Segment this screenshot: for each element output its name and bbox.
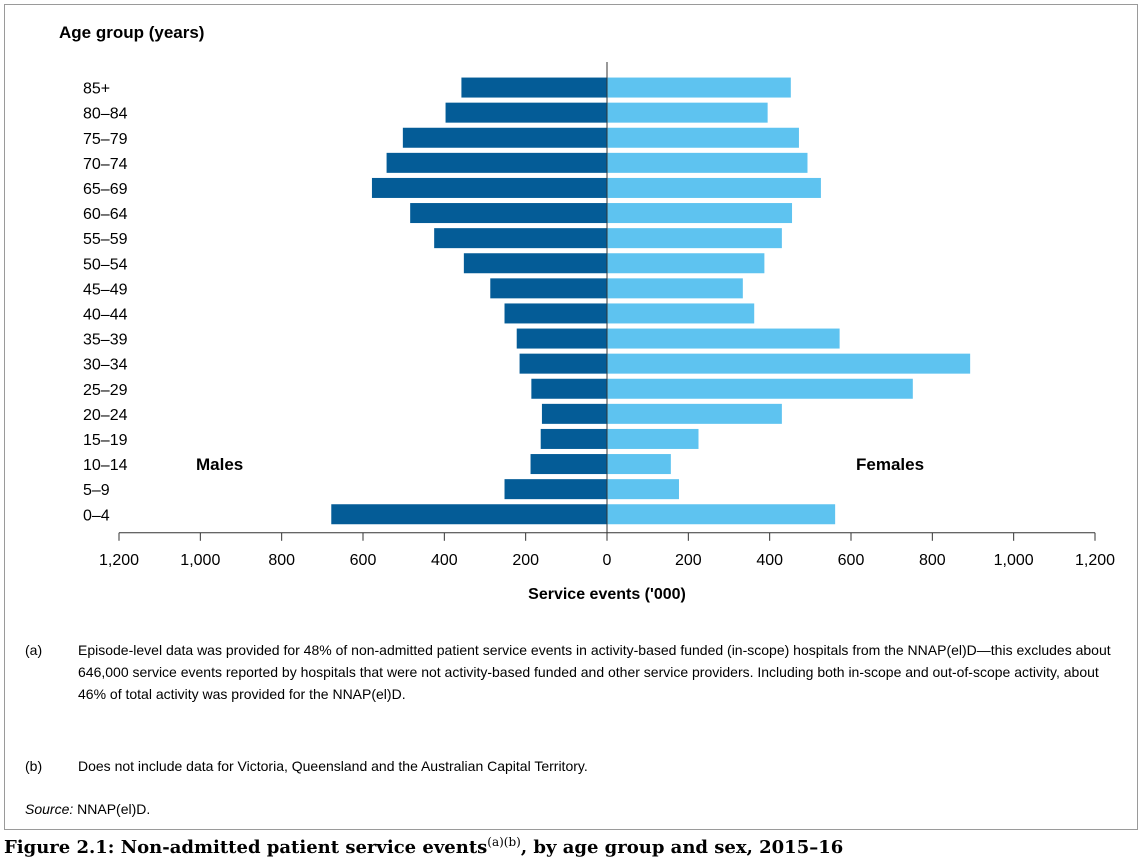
y-tick-label: 50–54: [83, 256, 128, 273]
source-text: NNAP(el)D.: [73, 801, 151, 817]
x-tick-label: 1,200: [99, 552, 139, 569]
bar-males-13: [541, 403, 607, 424]
y-tick-label: 5–9: [83, 482, 110, 499]
bar-females-15: [607, 454, 671, 475]
x-tick-label: 0: [603, 552, 612, 569]
x-tick-label: 800: [268, 552, 295, 569]
bar-females-17: [607, 504, 836, 525]
bar-males-10: [516, 328, 607, 349]
footnote-a: (a) Episode-level data was provided for …: [25, 639, 1120, 705]
bar-males-8: [490, 278, 607, 299]
x-tick-label: 400: [431, 552, 458, 569]
bar-males-17: [331, 504, 607, 525]
bar-females-7: [607, 253, 765, 274]
x-tick-label: 1,000: [180, 552, 220, 569]
y-axis-title: Age group (years): [59, 23, 205, 42]
y-tick-label: 30–34: [83, 357, 128, 374]
figure-caption: Figure 2.1: Non-admitted patient service…: [4, 835, 843, 858]
legend-males: Males: [196, 455, 243, 474]
y-tick-label: 70–74: [83, 156, 128, 173]
x-axis-title: Service events ('000): [528, 586, 686, 603]
bar-males-11: [519, 353, 607, 374]
y-tick-label: 55–59: [83, 231, 128, 248]
y-tick-label: 20–24: [83, 407, 128, 424]
bar-females-14: [607, 428, 699, 449]
y-tick-label: 40–44: [83, 306, 128, 323]
y-tick-label: 10–14: [83, 457, 128, 474]
bar-females-1: [607, 102, 768, 123]
bar-females-11: [607, 353, 971, 374]
bar-females-0: [607, 77, 791, 98]
bar-females-6: [607, 228, 782, 249]
bar-females-8: [607, 278, 743, 299]
source-label: Source:: [25, 801, 74, 817]
caption-footnote-refs: (a)(b): [487, 835, 521, 849]
population-pyramid-chart: 85+ 80–84 75–79 70–74 65–69 60–64 55–59 50–54 45…: [83, 62, 1115, 603]
x-tick-label: 800: [919, 552, 946, 569]
y-tick-label: 25–29: [83, 382, 128, 399]
y-tick-label: 80–84: [83, 106, 128, 123]
footnote-text: Does not include data for Victoria, Quee…: [78, 758, 588, 774]
x-tick-label: 400: [756, 552, 783, 569]
source-note: Source: NNAP(el)D.: [25, 801, 150, 817]
bar-males-0: [461, 77, 607, 98]
bar-males-7: [463, 253, 607, 274]
y-tick-label: 75–79: [83, 131, 128, 148]
bar-males-15: [530, 454, 607, 475]
x-tick-label: 1,200: [1075, 552, 1115, 569]
bar-females-4: [607, 177, 821, 198]
bar-females-9: [607, 303, 755, 324]
figure-frame: Age group (years) 85+ 80–84 75–79 70–74 65–6…: [4, 4, 1138, 830]
bar-females-3: [607, 152, 808, 173]
bar-males-1: [445, 102, 607, 123]
y-tick-label: 85+: [83, 81, 110, 98]
legend-females: Females: [856, 455, 924, 474]
bar-females-13: [607, 403, 782, 424]
x-tick-label: 600: [838, 552, 865, 569]
y-tick-label: 15–19: [83, 432, 128, 449]
bar-males-14: [540, 428, 607, 449]
x-tick-label: 200: [675, 552, 702, 569]
bar-males-12: [531, 378, 607, 399]
bar-males-2: [402, 127, 607, 148]
footnote-tag: (b): [25, 758, 43, 774]
bar-females-2: [607, 127, 799, 148]
bar-females-12: [607, 378, 913, 399]
bar-females-16: [607, 479, 679, 500]
x-tick-label: 600: [350, 552, 377, 569]
bar-males-6: [434, 228, 607, 249]
y-tick-label: 45–49: [83, 281, 128, 298]
footnote-tag: (a): [25, 642, 43, 658]
x-tick-label: 1,000: [994, 552, 1034, 569]
bar-males-9: [504, 303, 607, 324]
caption-rest: , by age group and sex, 2015–16: [520, 837, 844, 858]
bar-females-10: [607, 328, 840, 349]
footnote-b: (b) Does not include data for Victoria, …: [25, 755, 588, 777]
bar-males-4: [371, 177, 607, 198]
caption-text: Figure 2.1: Non-admitted patient service…: [4, 837, 488, 858]
y-tick-label: 0–4: [83, 507, 110, 524]
bar-females-5: [607, 203, 793, 224]
bar-males-5: [410, 203, 607, 224]
footnote-text: Episode-level data was provided for 48% …: [78, 642, 1111, 702]
x-tick-label: 200: [512, 552, 539, 569]
bar-males-16: [504, 479, 607, 500]
y-tick-label: 60–64: [83, 206, 128, 223]
bar-males-3: [386, 152, 607, 173]
y-tick-label: 65–69: [83, 181, 128, 198]
y-tick-label: 35–39: [83, 332, 128, 349]
